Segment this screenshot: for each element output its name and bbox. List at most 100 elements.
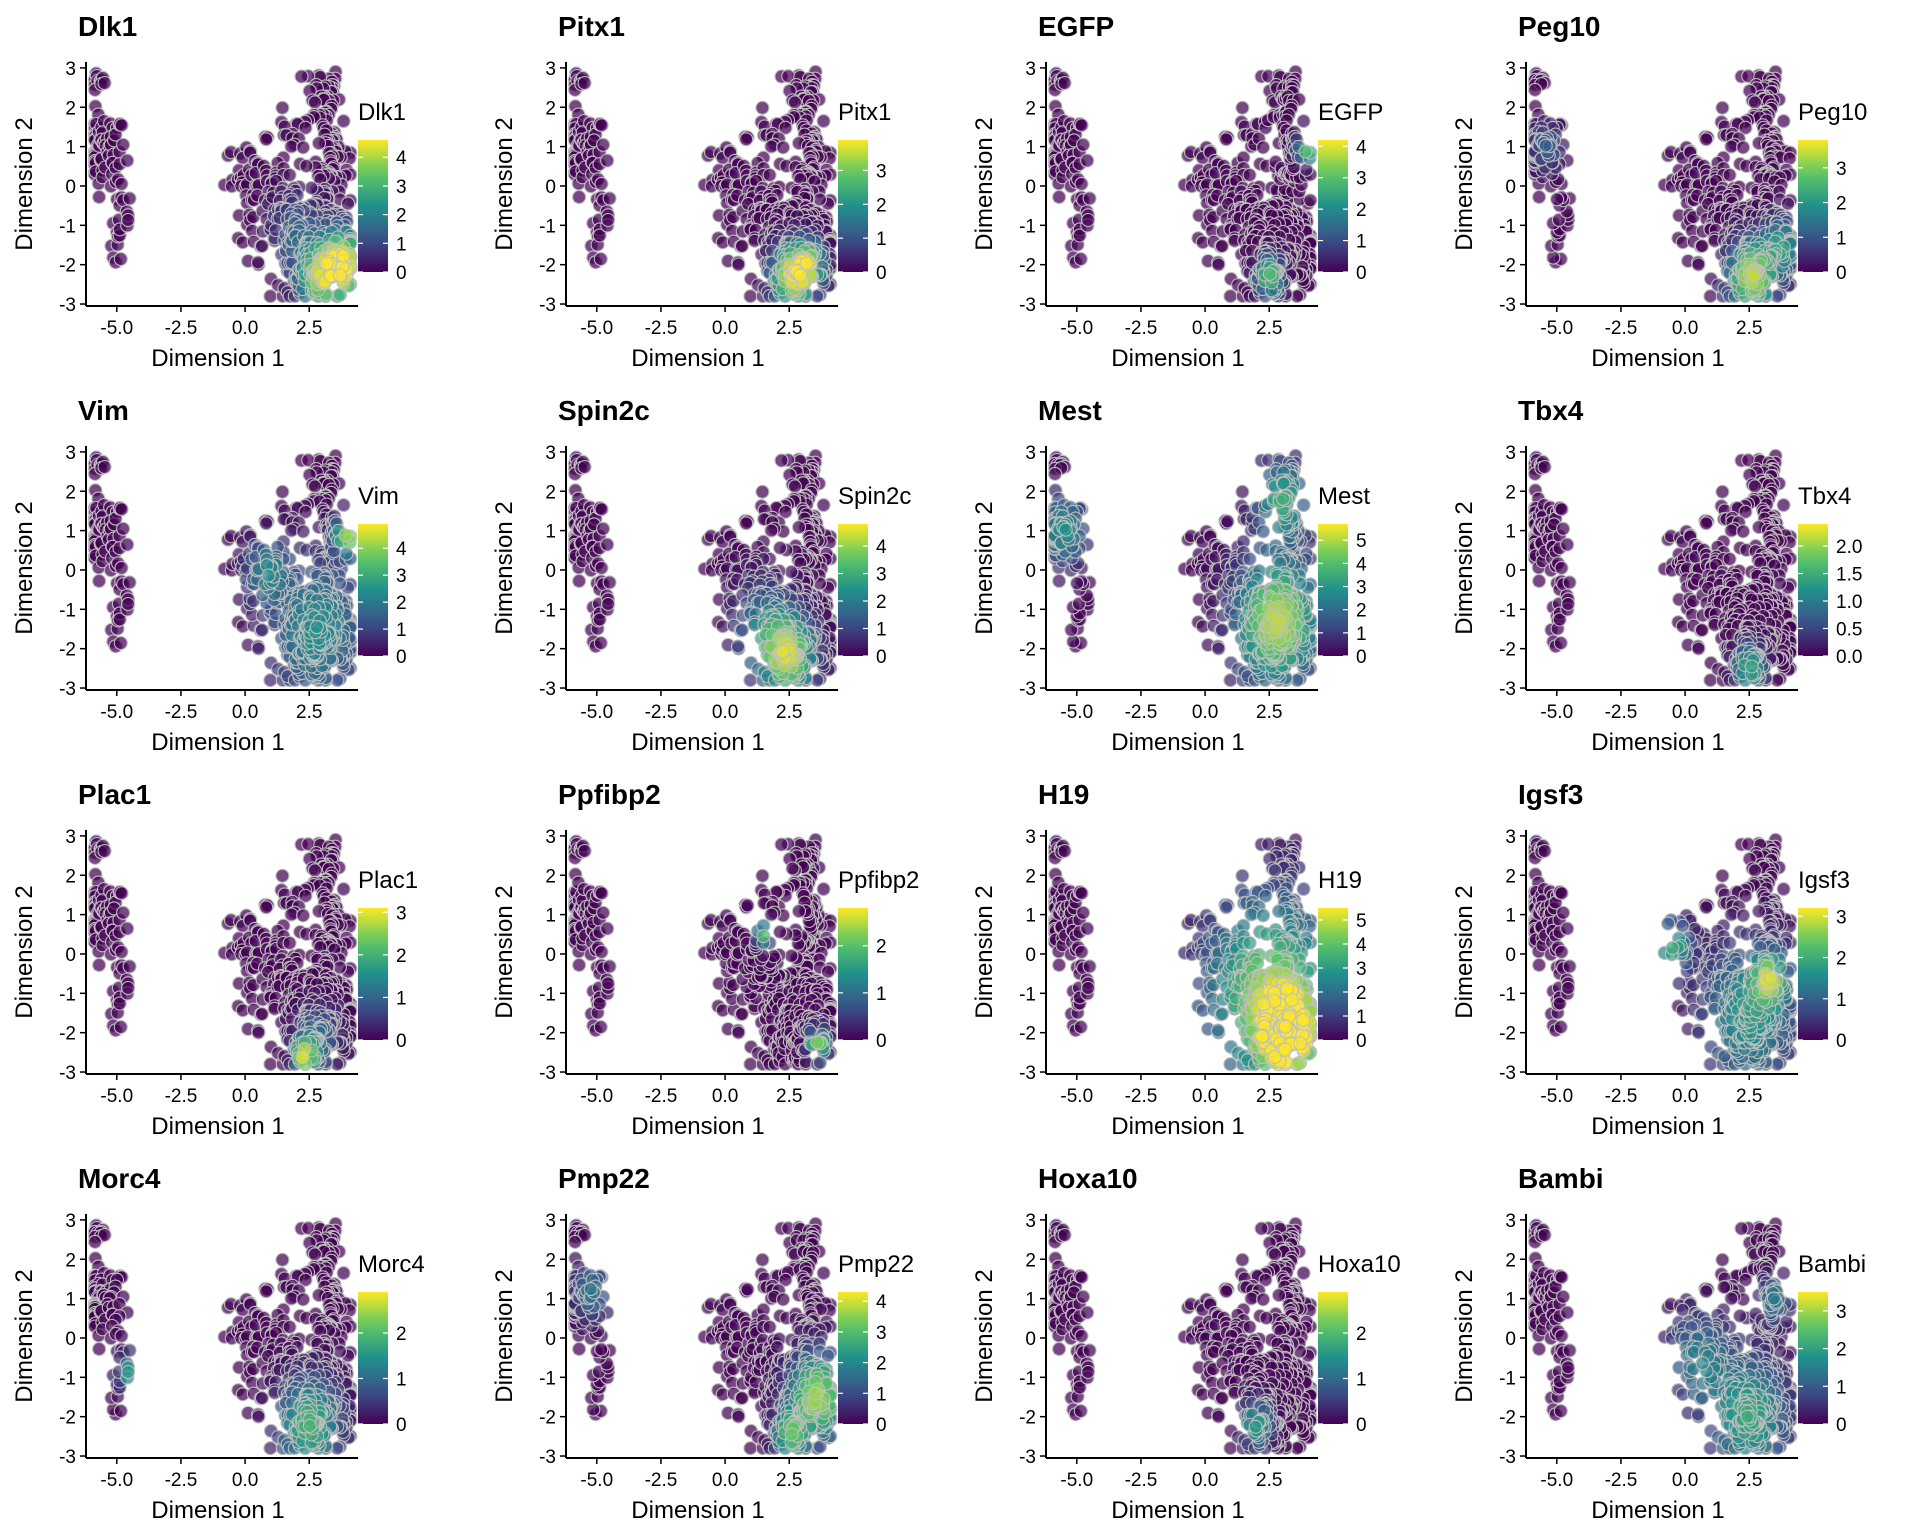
- x-tick-label: 2.5: [1256, 702, 1282, 723]
- cell-point: [304, 180, 319, 195]
- panel-vim: Vim -5.0 -2.5 0.0 2.5 -3 -2 -1 0 1 2 3 Dimension 1 Di…: [0, 384, 480, 768]
- x-tick-label: 0.0: [1192, 702, 1218, 723]
- cell-point: [1299, 162, 1314, 177]
- cell-point: [1242, 551, 1257, 567]
- cell-point: [261, 568, 276, 583]
- legend-colorbar: [1318, 140, 1348, 272]
- y-tick-label: 0: [65, 561, 76, 582]
- y-tick-label: 0: [545, 177, 556, 198]
- cell-point: [602, 575, 617, 590]
- cell-point: [116, 137, 131, 152]
- cell-point: [97, 843, 112, 859]
- legend-colorbar: [838, 524, 868, 656]
- panel-title: Mest: [1038, 395, 1102, 426]
- legend-title: Tbx4: [1798, 483, 1851, 510]
- cell-point: [1057, 75, 1072, 91]
- cell-point: [114, 944, 129, 959]
- y-tick-label: -3: [1019, 679, 1036, 700]
- legend-tick-label: 4: [1356, 137, 1367, 158]
- cell-point: [340, 196, 356, 211]
- y-tick-label: -2: [1019, 640, 1036, 661]
- cell-point: [296, 524, 311, 539]
- x-tick-label: -5.0: [100, 318, 133, 339]
- y-axis-label: Dimension 2: [971, 501, 998, 634]
- y-tick-label: -1: [539, 216, 556, 237]
- cell-point: [734, 239, 750, 254]
- cell-point: [259, 900, 274, 915]
- cell-point: [1235, 100, 1250, 115]
- cell-point: [319, 256, 334, 271]
- legend-tick-label: 3: [876, 565, 887, 586]
- cell-point: [816, 114, 831, 129]
- cell-point: [1211, 641, 1226, 656]
- cell-point: [1722, 167, 1737, 183]
- cell-point: [1214, 623, 1230, 638]
- cell-point: [92, 573, 107, 589]
- x-tick-label: -5.0: [1540, 702, 1573, 723]
- cell-point: [282, 167, 297, 183]
- cell-point: [1772, 576, 1787, 591]
- y-tick-label: 0: [1505, 561, 1516, 582]
- x-tick-label: -2.5: [645, 702, 678, 723]
- cell-point: [1553, 635, 1568, 651]
- cell-point: [773, 540, 788, 555]
- panel-spin2c: Spin2c -5.0 -2.5 0.0 2.5 -3 -2 -1 0 1 2 3 Dimension …: [480, 384, 960, 768]
- cell-point: [1691, 641, 1706, 656]
- scatter-points: [87, 64, 358, 304]
- y-axis-label: Dimension 2: [1451, 117, 1478, 250]
- x-tick-label: 0.0: [712, 702, 738, 723]
- x-axis-label: Dimension 1: [1591, 729, 1724, 756]
- legend-tick-label: 1: [1356, 232, 1367, 253]
- y-tick-label: 2: [1025, 98, 1036, 119]
- legend-tick-label: 2: [876, 592, 887, 613]
- cell-point: [812, 192, 827, 207]
- cell-point: [594, 118, 609, 133]
- cell-point: [1070, 576, 1085, 591]
- cell-point: [335, 248, 351, 264]
- panel-pitx1: Pitx1 -5.0 -2.5 0.0 2.5 -3 -2 -1 0 1 2 3 Dimension 1…: [480, 0, 960, 384]
- x-tick-label: -2.5: [645, 318, 678, 339]
- cell-point: [1073, 251, 1088, 267]
- cell-point: [594, 176, 609, 191]
- cell-point: [333, 268, 348, 283]
- y-tick-label: 3: [545, 59, 556, 80]
- cell-point: [572, 189, 587, 205]
- cell-point: [1554, 560, 1569, 575]
- cell-point: [787, 479, 802, 494]
- legend-title: EGFP: [1318, 99, 1383, 126]
- cell-point: [1694, 623, 1710, 638]
- cell-point: [1554, 502, 1569, 517]
- cell-point: [1214, 239, 1230, 254]
- cell-point: [263, 289, 278, 304]
- cell-point: [764, 523, 779, 538]
- cell-point: [1058, 522, 1073, 537]
- legend-tick-label: 4: [876, 537, 887, 558]
- cell-point: [577, 75, 592, 91]
- y-tick-label: -1: [59, 216, 76, 237]
- cell-point: [1552, 612, 1567, 627]
- cell-point: [816, 498, 831, 513]
- cell-point: [120, 153, 135, 168]
- cell-point: [1052, 189, 1067, 205]
- panel-title: Vim: [78, 395, 129, 426]
- cell-point: [250, 255, 266, 270]
- cell-point: [596, 137, 611, 152]
- cell-point: [799, 256, 814, 271]
- y-tick-label: 0: [545, 561, 556, 582]
- cell-point: [1780, 196, 1796, 211]
- x-tick-label: 0.0: [232, 702, 258, 723]
- cell-point: [1082, 191, 1097, 206]
- cell-point: [601, 212, 616, 228]
- cell-point: [1527, 82, 1543, 97]
- cell-point: [776, 140, 791, 155]
- y-tick-label: -3: [59, 679, 76, 700]
